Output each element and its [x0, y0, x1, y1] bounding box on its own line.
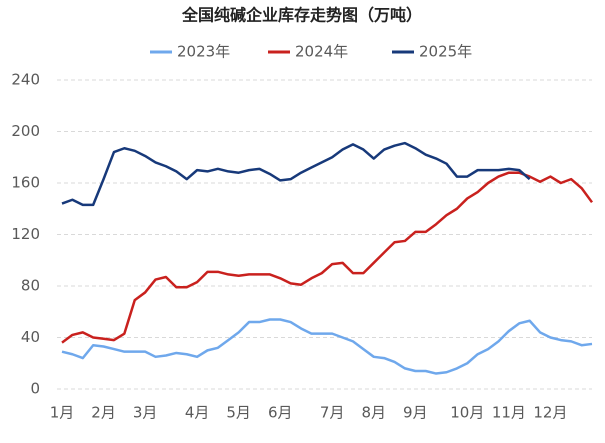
x-tick-label: 2月 — [91, 404, 116, 422]
y-tick-label: 120 — [11, 225, 40, 243]
x-tick-label: 6月 — [268, 404, 293, 422]
chart-title: 全国纯碱企业库存走势图（万吨） — [181, 6, 422, 25]
legend-label: 2025年 — [419, 43, 472, 61]
series-line — [61, 171, 594, 344]
x-tick-label: 8月 — [361, 404, 386, 422]
series-line — [61, 318, 593, 375]
legend-label: 2024年 — [295, 43, 348, 61]
series-line — [61, 141, 531, 207]
y-tick-label: 80 — [21, 277, 40, 295]
y-tick-label: 40 — [21, 328, 40, 346]
x-tick-label: 9月 — [403, 404, 428, 422]
y-tick-label: 0 — [30, 380, 40, 398]
x-tick-label: 10月 — [450, 404, 484, 422]
legend-label: 2023年 — [177, 43, 230, 61]
x-tick-label: 3月 — [133, 404, 158, 422]
x-tick-label: 12月 — [533, 404, 567, 422]
y-tick-label: 200 — [11, 122, 40, 140]
y-tick-label: 240 — [11, 71, 40, 89]
y-tick-label: 160 — [11, 174, 40, 192]
x-tick-label: 11月 — [492, 404, 526, 422]
x-tick-label: 4月 — [185, 404, 210, 422]
x-tick-label: 5月 — [226, 404, 251, 422]
x-tick-label: 1月 — [50, 404, 75, 422]
x-tick-label: 7月 — [320, 404, 345, 422]
